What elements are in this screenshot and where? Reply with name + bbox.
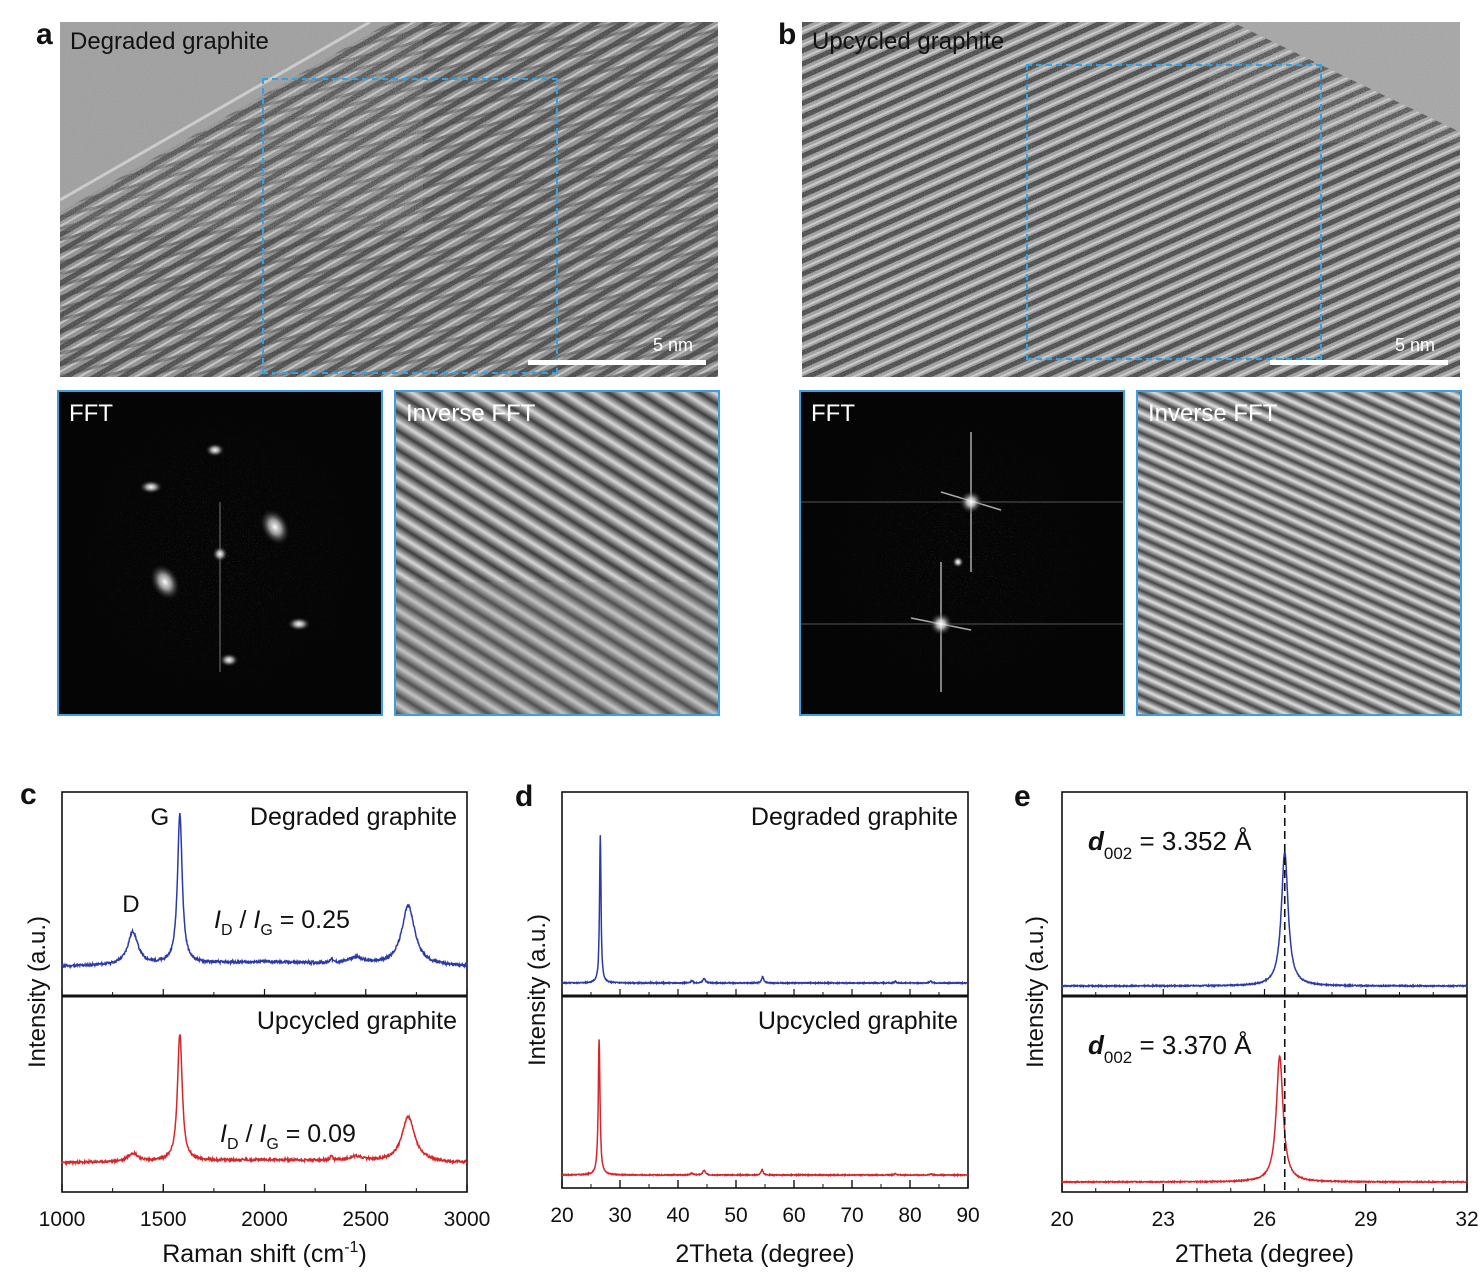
scale-label-b: 5 nm [1395, 335, 1436, 355]
tem-image-upcycled: Upcycled graphite 5 nm [802, 22, 1460, 377]
chart-e-ylabel: Intensity (a.u.) [1022, 916, 1049, 1068]
ratio-label-degraded: ID / IG = 0.25 [214, 906, 350, 939]
scale-label-a: 5 nm [653, 335, 694, 355]
chart-d-tick-label: 70 [840, 1204, 863, 1227]
xrd-upcycled-line [561, 1039, 969, 1178]
fft-label-b: FFT [811, 400, 855, 427]
ifft-tile-degraded: Inverse FFT [394, 390, 720, 716]
raman-upcycled-line [61, 1034, 468, 1167]
raman-degraded-line [61, 813, 468, 970]
lattice-fringes-degraded [60, 22, 718, 377]
panel-letter-e: e [1014, 780, 1031, 813]
legend-upcycled-graphite-d: Upcycled graphite [758, 1007, 958, 1035]
d-spacing-label-upcycled: d002 = 3.370 Å [1088, 1030, 1252, 1067]
fft-label-a: FFT [69, 400, 113, 427]
scale-bar-a [528, 360, 706, 365]
chart-c-tick-label: 1000 [39, 1208, 86, 1231]
scale-bar-b [1270, 360, 1448, 365]
legend-upcycled-graphite: Upcycled graphite [257, 1007, 457, 1035]
chart-e-tick-label: 29 [1354, 1208, 1377, 1231]
panel-letter-b: b [778, 18, 797, 51]
fft-pattern-degraded [59, 392, 381, 714]
chart-c-tick-label: 2000 [241, 1208, 288, 1231]
fft-pattern-upcycled [801, 392, 1123, 714]
chart-d-tick-label: 50 [724, 1204, 747, 1227]
xrd-zoom-degraded-line [1061, 850, 1468, 989]
title-upcycled-graphite: Upcycled graphite [812, 28, 1005, 55]
chart-d-tick-label: 90 [956, 1204, 979, 1227]
chart-d-ylabel: Intensity (a.u.) [524, 914, 551, 1066]
xrd-degraded-line [561, 835, 969, 986]
ifft-label-b: Inverse FFT [1148, 400, 1278, 427]
fft-tile-upcycled: FFT [799, 390, 1125, 716]
chart-d-xlabel: 2Theta (degree) [675, 1240, 854, 1268]
legend-degraded-graphite-d: Degraded graphite [751, 803, 958, 831]
roi-box-degraded [262, 78, 558, 374]
chart-d-tick-label: 60 [782, 1204, 805, 1227]
ratio-label-upcycled: ID / IG = 0.09 [220, 1120, 356, 1153]
chart-c-tick-label: 2500 [342, 1208, 389, 1231]
chart-d-tick-label: 80 [898, 1204, 921, 1227]
chart-e-tick-label: 20 [1050, 1208, 1073, 1231]
legend-degraded-graphite: Degraded graphite [250, 803, 457, 831]
chart-d-tick-label: 20 [550, 1204, 573, 1227]
ifft-label-a: Inverse FFT [406, 400, 536, 427]
chart-e-tick-label: 23 [1152, 1208, 1175, 1231]
panel-letter-c: c [20, 778, 37, 811]
chart-d-frame [561, 791, 969, 1189]
chart-c-ylabel: Intensity (a.u.) [24, 916, 51, 1068]
ifft-tile-upcycled: Inverse FFT [1136, 390, 1462, 716]
chart-c-frame [61, 791, 468, 1193]
roi-box-upcycled [1026, 64, 1322, 360]
d-spacing-label-degraded: d002 = 3.352 Å [1088, 826, 1252, 863]
fft-tile-degraded: FFT [57, 390, 383, 716]
lattice-fringes-upcycled [802, 22, 1460, 377]
chart-d-tick-label: 40 [666, 1204, 689, 1227]
peak-label-D: D [122, 891, 139, 918]
panel-letter-d: d [515, 780, 534, 813]
chart-e-xlabel: 2Theta (degree) [1175, 1240, 1354, 1268]
ifft-pattern-upcycled [1138, 392, 1460, 714]
chart-c-tick-label: 1500 [140, 1208, 187, 1231]
chart-e-frame [1061, 791, 1468, 1193]
chart-c-xlabel: Raman shift (cm-1) [162, 1239, 367, 1268]
peak-label-G: G [151, 804, 170, 831]
xrd-zoom-upcycled-line [1061, 1054, 1468, 1185]
panel-letter-a: a [36, 18, 53, 51]
chart-c-tick-label: 3000 [444, 1208, 491, 1231]
chart-d-tick-label: 30 [608, 1204, 631, 1227]
title-degraded-graphite: Degraded graphite [70, 28, 269, 55]
tem-image-degraded: Degraded graphite 5 nm [60, 22, 718, 377]
ifft-pattern-degraded [396, 392, 718, 714]
chart-e-tick-label: 26 [1253, 1208, 1276, 1231]
chart-e-tick-label: 32 [1455, 1208, 1478, 1231]
